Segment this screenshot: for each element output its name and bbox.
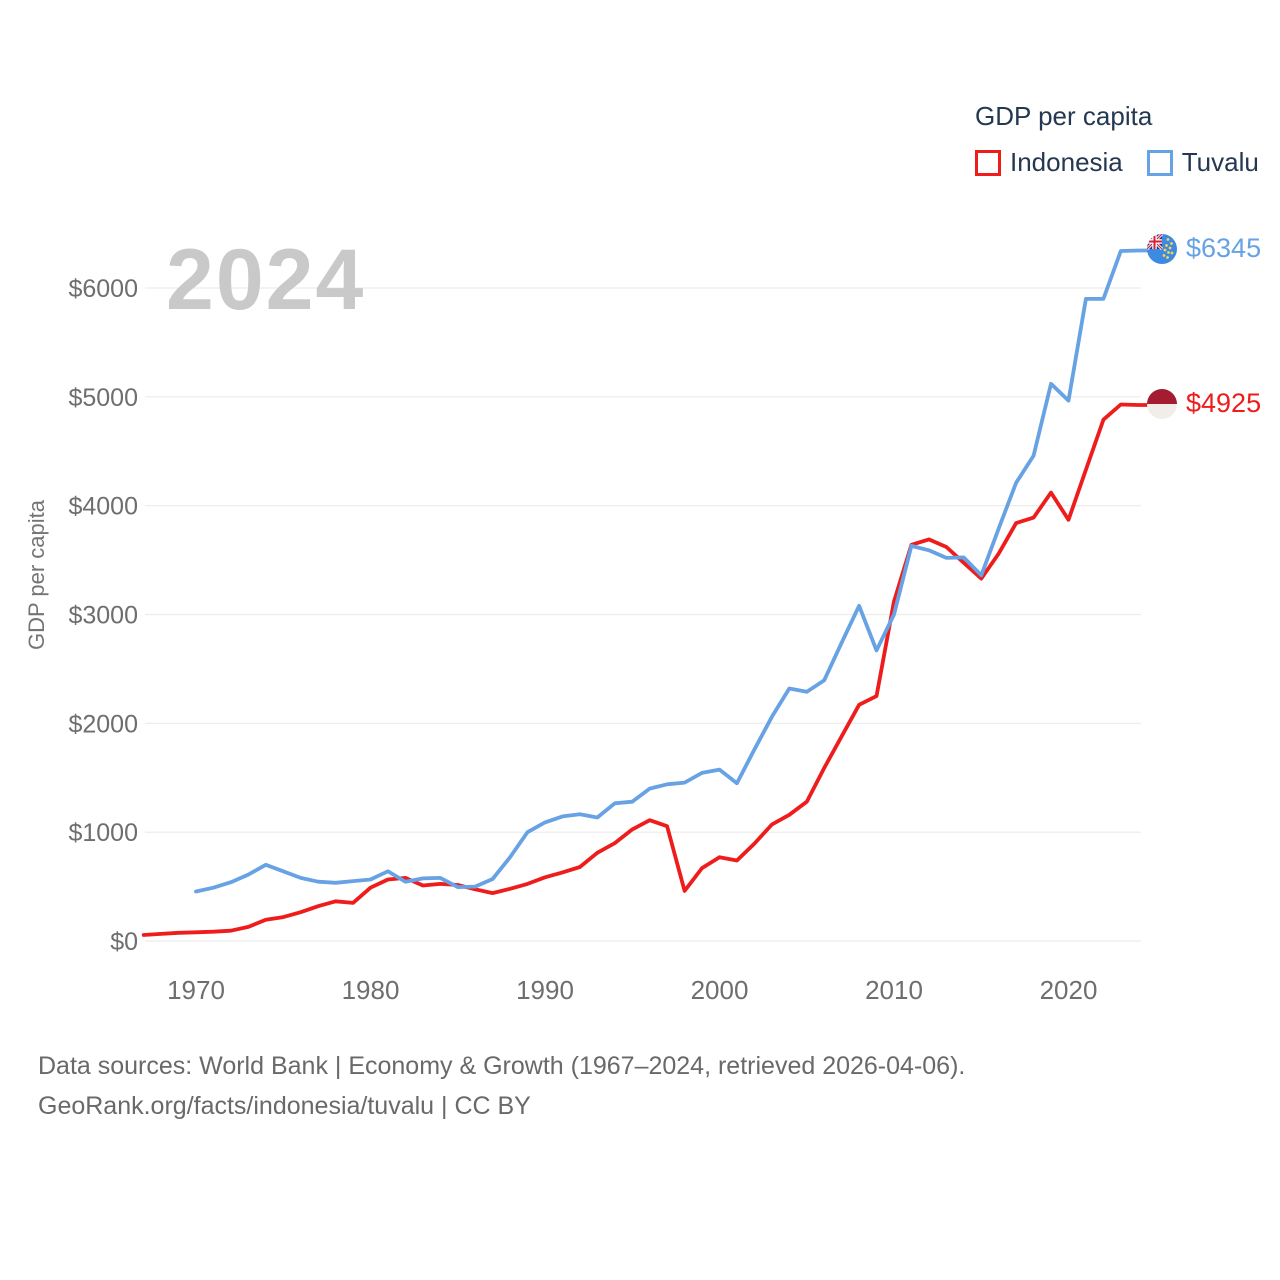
indonesia-end-value: $4925 — [1186, 388, 1262, 418]
y-tick-label: $0 — [110, 928, 138, 956]
x-tick-label: 1970 — [167, 975, 225, 1005]
series-layer — [141, 248, 1152, 937]
legend: GDP per capita Indonesia Tuvalu — [975, 101, 1259, 178]
x-tick-label: 1980 — [342, 975, 400, 1005]
tuvalu-line — [194, 248, 1152, 894]
legend-item-indonesia[interactable]: Indonesia — [975, 147, 1123, 178]
indonesia-line — [141, 402, 1152, 937]
y-tick-label: $5000 — [68, 384, 138, 412]
x-tick-label: 2000 — [691, 975, 749, 1005]
year-watermark: 2024 — [166, 232, 365, 328]
source-line-1: Data sources: World Bank | Economy & Gro… — [38, 1052, 966, 1080]
indonesia-swatch-icon — [975, 149, 1001, 176]
y-tick-label: $4000 — [68, 493, 138, 521]
y-tick-label: $6000 — [68, 275, 138, 303]
legend-title: GDP per capita — [975, 101, 1153, 131]
indonesia-flag-icon — [1147, 388, 1177, 419]
grid-layer: $0 $1000 $2000 $3000 $4000 $5000 $6000 1970 1980… — [68, 275, 1141, 1005]
y-tick-label: $2000 — [68, 710, 138, 738]
legend-item-tuvalu[interactable]: Tuvalu — [1146, 147, 1259, 178]
y-tick-label: $3000 — [68, 602, 138, 630]
x-tick-label: 1990 — [516, 975, 574, 1005]
tuvalu-end-label: $6345 — [1147, 233, 1261, 264]
source-line-2: GeoRank.org/facts/indonesia/tuvalu | CC … — [38, 1092, 531, 1120]
tuvalu-swatch-icon — [1146, 149, 1173, 176]
source-footer: Data sources: World Bank | Economy & Gro… — [38, 1046, 965, 1126]
y-axis-title: GDP per capita — [24, 499, 49, 650]
x-tick-label: 2010 — [865, 975, 923, 1005]
x-tick-label: 2020 — [1040, 975, 1098, 1005]
indonesia-end-label: $4925 — [1147, 388, 1261, 419]
tuvalu-flag-icon — [1147, 233, 1177, 264]
legend-label-indonesia: Indonesia — [1010, 147, 1123, 177]
y-tick-label: $1000 — [68, 819, 138, 847]
legend-label-tuvalu: Tuvalu — [1181, 147, 1259, 177]
tuvalu-end-value: $6345 — [1186, 233, 1262, 263]
